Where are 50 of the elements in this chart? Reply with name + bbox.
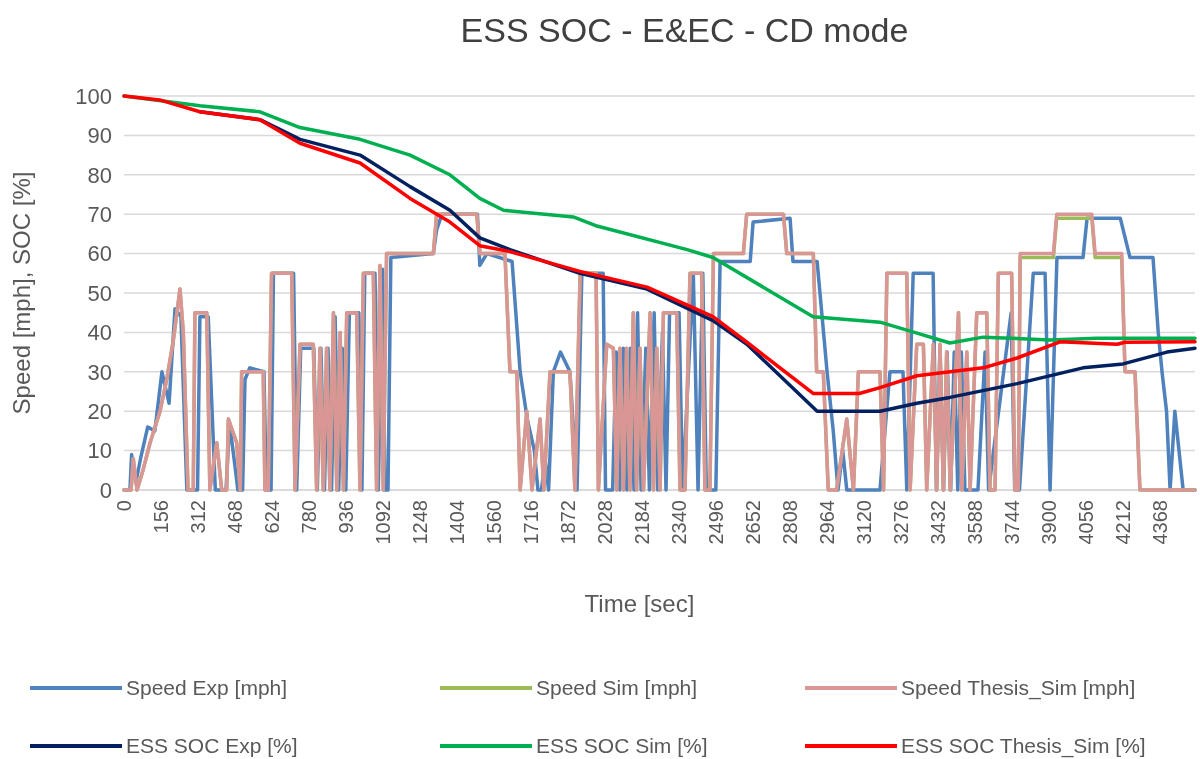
x-tick-label: 1404 <box>446 500 469 545</box>
x-tick-label: 2496 <box>705 500 728 545</box>
legend-label: Speed Sim [mph] <box>536 676 698 700</box>
legend-label: ESS SOC Thesis_Sim [%] <box>901 734 1146 759</box>
y-tick-label: 50 <box>87 280 112 306</box>
x-tick-label: 468 <box>224 500 247 534</box>
legend-label: ESS SOC Sim [%] <box>536 734 708 758</box>
x-tick-label: 2340 <box>668 500 691 545</box>
x-tick-label: 4056 <box>1075 500 1098 545</box>
y-tick-label: 0 <box>99 477 112 503</box>
y-tick-label: 10 <box>87 438 112 464</box>
x-tick-label: 2652 <box>742 500 765 545</box>
y-axis-title: Speed [mph], SOC [%] <box>8 171 35 415</box>
x-tick-label: 4368 <box>1149 500 1172 545</box>
x-tick-label: 3900 <box>1038 500 1061 545</box>
x-tick-label: 1092 <box>372 500 395 545</box>
x-tick-label: 1872 <box>557 500 580 545</box>
x-tick-label: 624 <box>261 500 284 534</box>
y-tick-label: 60 <box>87 241 112 267</box>
x-tick-label: 312 <box>187 500 210 534</box>
x-tick-label: 936 <box>335 500 358 534</box>
x-tick-label: 3588 <box>964 500 987 545</box>
x-axis-title: Time [sec] <box>584 590 695 617</box>
y-tick-label: 80 <box>87 162 112 188</box>
line-series <box>122 94 1197 396</box>
x-tick-label: 4212 <box>1112 500 1135 545</box>
x-tick-label: 0 <box>113 500 135 512</box>
x-tick-label: 780 <box>298 500 321 534</box>
x-tick-label: 156 <box>150 500 172 534</box>
x-tick-label: 1716 <box>520 500 543 545</box>
x-tick-label: 1248 <box>409 500 432 545</box>
x-tick-label: 2964 <box>816 500 839 545</box>
legend-label: Speed Thesis_Sim [mph] <box>901 676 1136 701</box>
x-tick-label: 3744 <box>1001 500 1024 545</box>
x-tick-label: 2184 <box>631 500 654 545</box>
x-tick-label: 3276 <box>890 500 913 545</box>
legend-label: ESS SOC Exp [%] <box>126 734 298 758</box>
legend-label: Speed Exp [mph] <box>126 676 288 700</box>
y-tick-label: 70 <box>87 201 112 227</box>
y-tick-label: 30 <box>87 359 112 385</box>
x-tick-label: 2028 <box>594 500 617 545</box>
chart-title: ESS SOC - E&EC - CD mode <box>460 11 909 49</box>
y-tick-label: 40 <box>87 320 112 346</box>
y-tick-label: 90 <box>87 123 112 149</box>
y-tick-label: 20 <box>87 398 112 424</box>
y-tick-label: 100 <box>75 83 112 109</box>
x-tick-label: 2808 <box>779 500 802 545</box>
x-tick-label: 3432 <box>927 500 950 545</box>
x-tick-label: 3120 <box>853 500 876 545</box>
x-tick-label: 1560 <box>483 500 506 545</box>
